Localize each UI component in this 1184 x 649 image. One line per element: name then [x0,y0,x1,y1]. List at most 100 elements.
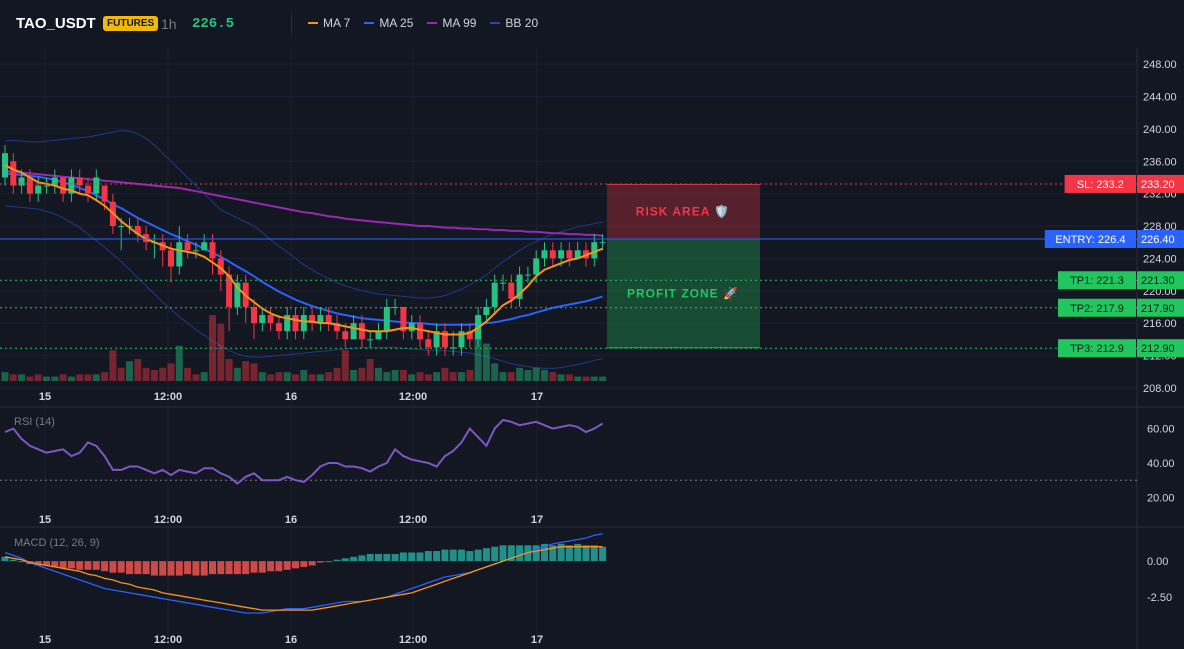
candle-body[interactable] [68,177,75,194]
candle-body[interactable] [217,258,224,275]
volume-bar [416,372,424,381]
candle-body[interactable] [300,315,307,332]
candle-body[interactable] [425,339,432,348]
candle-body[interactable] [10,161,17,186]
candle-body[interactable] [558,250,565,259]
volume-bar [175,345,183,381]
candle-body[interactable] [549,250,556,259]
candle-body[interactable] [184,242,191,251]
candle-body[interactable] [591,242,598,259]
candle-body[interactable] [43,185,50,187]
candle-body[interactable] [367,339,374,341]
level-tag[interactable] [1058,271,1136,290]
candle-body[interactable] [516,274,523,299]
level-tag[interactable] [1064,174,1136,193]
candle-body[interactable] [192,250,199,252]
macd-histogram-bar [292,561,299,569]
level-price-label: 217.90 [1141,303,1175,315]
candle-body[interactable] [168,250,174,267]
candle-body[interactable] [325,315,332,324]
candle-body[interactable] [226,274,233,307]
candle-body[interactable] [201,242,208,251]
time-tick-label: 12:00 [154,514,182,526]
candle-body[interactable] [491,282,498,307]
candle-body[interactable] [309,315,316,324]
candle-body[interactable] [76,177,83,186]
candle-body[interactable] [35,185,42,194]
macd-histogram-bar [341,558,349,562]
candle-body[interactable] [566,250,573,259]
volume-bar [366,359,374,381]
interval-label[interactable]: 1h [161,16,177,32]
candle-body[interactable] [267,315,274,324]
time-tick-label: 17 [531,391,543,403]
candle-body[interactable] [251,306,257,324]
candle-body[interactable] [259,315,266,324]
volume-bar [84,374,92,381]
candle-body[interactable] [118,226,125,228]
macd-histogram-bar [18,561,26,563]
legend-bb20[interactable]: BB 20 [490,16,538,30]
candle-body[interactable] [508,282,515,299]
legend-ma25[interactable]: MA 25 [364,16,413,30]
candle-body[interactable] [51,177,58,186]
legend-ma7[interactable]: MA 7 [308,16,350,30]
candle-body[interactable] [350,323,357,340]
level-tag[interactable] [1058,339,1136,358]
zone-edge [607,183,760,185]
candle-body[interactable] [466,331,473,340]
candle-body[interactable] [209,242,216,259]
chart-canvas[interactable]: RISK AREA 🛡️ PROFIT ZONE 🚀 SL: 233.2 ENTRY:… [0,48,1184,649]
macd-histogram-bar [325,561,333,563]
candle-body[interactable] [26,177,33,194]
candle-body[interactable] [417,323,423,340]
candle-body[interactable] [275,323,282,332]
macd-histogram-bar [482,548,490,562]
candle-body[interactable] [483,306,490,316]
candle-body[interactable] [85,185,91,194]
candle-body[interactable] [317,315,324,324]
level-tag[interactable] [1058,298,1136,317]
candle-body[interactable] [284,315,291,332]
candle-body[interactable] [599,242,606,244]
level-price-tag [1137,229,1184,248]
candle-body[interactable] [450,347,457,349]
candle-body[interactable] [458,331,465,348]
level-tag-label: TP1: 221.3 [1070,275,1124,287]
candle-body[interactable] [134,226,141,235]
rsi-tick-label: 20.00 [1147,492,1175,504]
candle-body[interactable] [500,282,506,284]
level-price-tag [1137,298,1184,317]
candle-body[interactable] [342,331,349,340]
candle-body[interactable] [524,274,531,276]
candle-body[interactable] [292,315,299,332]
macd-histogram-bar [175,561,183,576]
candle-body[interactable] [60,177,67,194]
candle-body[interactable] [375,331,382,340]
macd-pane[interactable]: MACD (12, 26, 9) [1,533,607,614]
volume-bar [109,350,117,381]
candle-body[interactable] [574,250,581,259]
candle-body[interactable] [18,177,25,186]
volume-bar [117,367,125,381]
candle-body[interactable] [101,185,108,202]
candle-body[interactable] [533,258,540,275]
candle-body[interactable] [358,323,365,340]
rsi-pane[interactable]: RSI (14) [0,416,1137,485]
volume-bar [126,361,133,381]
price-pane[interactable]: RISK AREA 🛡️ PROFIT ZONE 🚀 SL: 233.2 ENTRY:… [0,129,1137,382]
candle-body[interactable] [383,306,390,332]
candle-body[interactable] [334,323,340,332]
candle-body[interactable] [400,306,407,332]
symbol-label[interactable]: TAO_USDT [16,15,96,32]
candle-body[interactable] [441,331,448,348]
level-tag[interactable] [1044,229,1136,248]
legend-ma99[interactable]: MA 99 [427,16,476,30]
candle-body[interactable] [234,282,241,307]
candle-body[interactable] [176,242,183,267]
candle-body[interactable] [93,177,100,194]
macd-histogram-bar [582,545,590,562]
price-tick-label: 236.00 [1143,156,1177,168]
candle-body[interactable] [541,250,548,259]
candle-body[interactable] [433,331,440,348]
